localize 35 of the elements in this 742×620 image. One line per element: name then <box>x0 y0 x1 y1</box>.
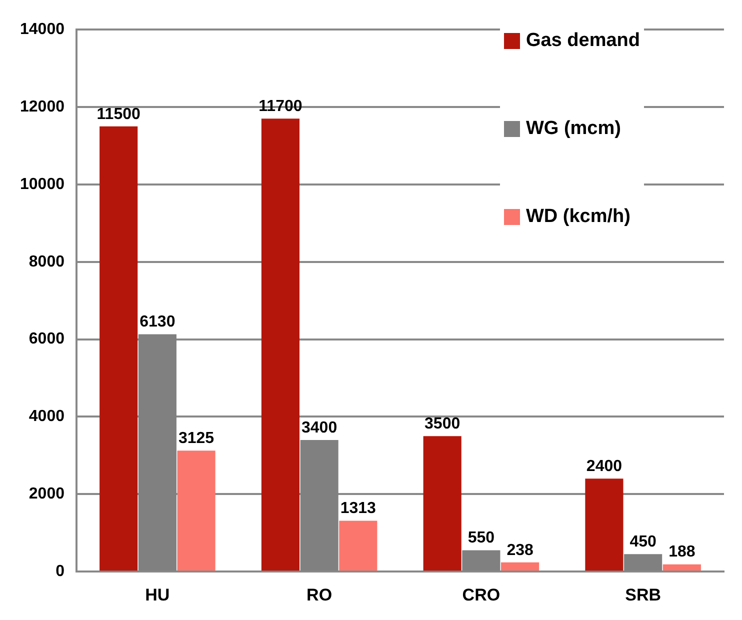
data-label: 3400 <box>302 419 338 436</box>
data-label: 188 <box>668 544 696 561</box>
data-label: 238 <box>506 542 534 559</box>
y-tick-label: 12000 <box>20 98 65 116</box>
legend-label: WD (kcm/h) <box>526 206 630 228</box>
bar <box>177 450 216 571</box>
bar <box>501 562 540 571</box>
y-tick-label: 2000 <box>28 486 65 503</box>
legend-label: Gas demand <box>526 30 640 52</box>
y-tick-label: 6000 <box>28 330 65 348</box>
data-label: 11500 <box>96 106 140 123</box>
y-tick-label: 4000 <box>28 408 65 426</box>
data-label: 6130 <box>140 314 176 331</box>
data-label: 2400 <box>586 458 622 476</box>
x-tick-label: HU <box>145 585 170 604</box>
data-label: 3500 <box>424 416 460 433</box>
bar <box>585 478 624 571</box>
x-tick-label: CRO <box>462 585 500 604</box>
y-tick-label: 0 <box>56 563 65 580</box>
data-label: 550 <box>468 530 495 547</box>
data-label: 450 <box>630 534 657 551</box>
x-tick-label: SRB <box>625 585 662 604</box>
legend-label: WG (mcm) <box>526 118 621 140</box>
bar <box>100 126 138 571</box>
data-label: 1313 <box>340 500 376 518</box>
data-label: 3125 <box>178 430 214 448</box>
y-tick-label: 10000 <box>20 176 65 193</box>
y-tick-label: 8000 <box>28 253 65 270</box>
bar <box>662 564 701 571</box>
y-tick-label: 14000 <box>20 21 65 38</box>
bar <box>261 118 300 571</box>
x-tick-label: RO <box>306 585 332 604</box>
bar <box>339 520 378 571</box>
data-label: 11700 <box>258 98 302 116</box>
bar <box>423 436 462 571</box>
